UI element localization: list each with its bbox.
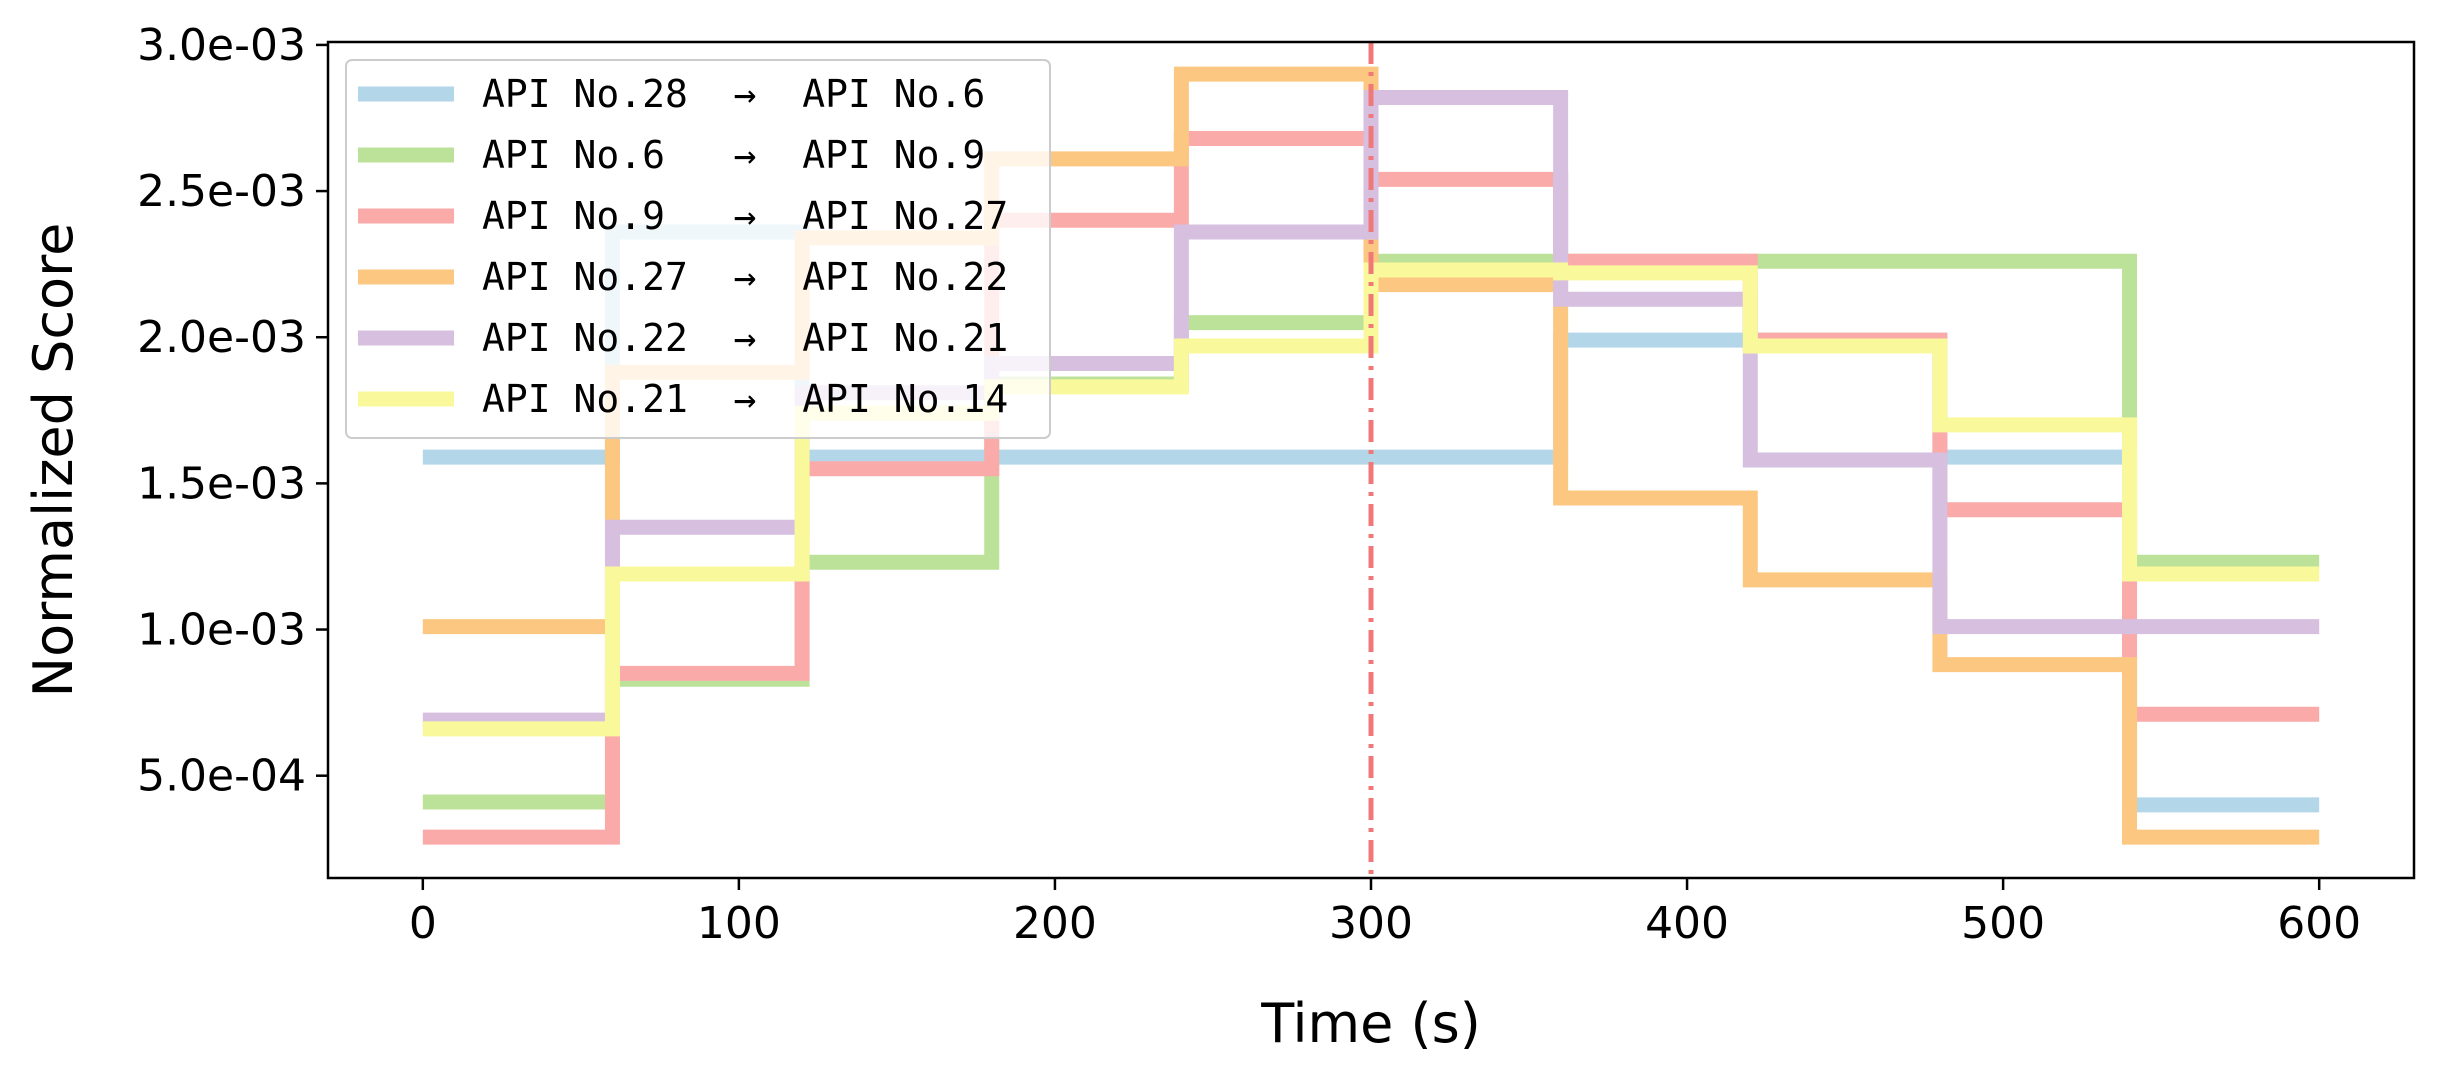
legend-label-3: API No.27 → API No.22 <box>482 255 1008 299</box>
legend-label-4: API No.22 → API No.21 <box>482 316 1008 360</box>
legend-label-1: API No.6 → API No.9 <box>482 133 985 177</box>
x-tick-label: 200 <box>1013 898 1097 949</box>
x-tick-label: 100 <box>697 898 781 949</box>
y-tick-label: 5.0e-04 <box>137 751 306 802</box>
y-tick-label: 3.0e-03 <box>137 20 306 71</box>
y-tick-label: 2.0e-03 <box>137 312 306 363</box>
x-axis: 0 100 200 300 400 500 600 <box>409 878 2361 949</box>
y-tick-label: 1.0e-03 <box>137 605 306 656</box>
legend-box <box>345 59 1051 439</box>
legend: API No.28 → API No.6 API No.6 → API No.9 A… <box>345 59 1051 439</box>
x-tick-label: 400 <box>1645 898 1729 949</box>
x-tick-label: 0 <box>409 898 437 949</box>
y-tick-label: 1.5e-03 <box>137 458 306 509</box>
x-tick-label: 500 <box>1961 898 2045 949</box>
x-axis-label: Time (s) <box>1260 992 1481 1055</box>
y-tick-label: 2.5e-03 <box>137 166 306 217</box>
x-tick-label: 300 <box>1329 898 1413 949</box>
legend-label-5: API No.21 → API No.14 <box>482 377 1008 421</box>
legend-label-2: API No.9 → API No.27 <box>482 194 1008 238</box>
x-tick-label: 600 <box>2277 898 2361 949</box>
y-axis: 5.0e-04 1.0e-03 1.5e-03 2.0e-03 2.5e-03 3.0e-… <box>137 20 328 802</box>
legend-label-0: API No.28 → API No.6 <box>482 72 985 116</box>
y-axis-label: Normalized Score <box>22 223 85 698</box>
